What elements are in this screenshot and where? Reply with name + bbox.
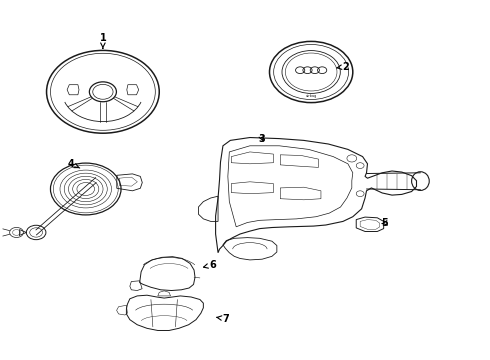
Text: 4: 4 xyxy=(68,159,80,169)
Text: 3: 3 xyxy=(259,134,266,144)
Text: 1: 1 xyxy=(99,33,106,48)
Text: 2: 2 xyxy=(337,62,349,72)
Text: airbag: airbag xyxy=(306,94,317,98)
Text: 5: 5 xyxy=(381,218,388,228)
Text: 6: 6 xyxy=(203,260,217,270)
Text: 7: 7 xyxy=(217,314,229,324)
